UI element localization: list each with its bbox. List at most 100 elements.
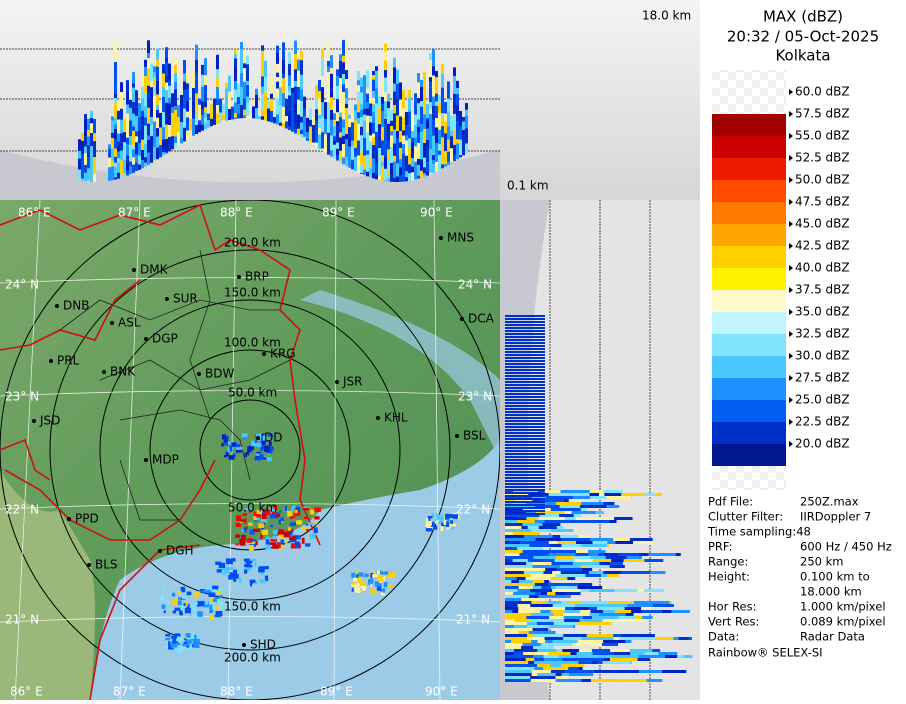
echo xyxy=(396,84,399,99)
echo xyxy=(210,104,213,119)
echo xyxy=(300,123,303,130)
echo xyxy=(345,70,348,79)
echo xyxy=(505,619,514,622)
echo xyxy=(539,517,565,520)
echo xyxy=(236,523,241,527)
echo xyxy=(535,520,545,523)
echo xyxy=(384,141,387,156)
echo xyxy=(198,120,201,124)
echo xyxy=(387,178,390,182)
echo xyxy=(87,150,90,157)
echo xyxy=(579,670,585,673)
echo xyxy=(441,155,444,164)
echo xyxy=(327,67,330,73)
city-dot xyxy=(376,416,380,420)
echo xyxy=(314,508,321,512)
echo xyxy=(120,161,123,175)
city-dot xyxy=(49,359,53,363)
echo xyxy=(369,103,372,116)
echo xyxy=(297,100,300,115)
echo xyxy=(552,589,579,592)
longitude-label: 87° E xyxy=(118,206,151,220)
echo xyxy=(615,541,633,544)
echo xyxy=(580,571,589,574)
echo xyxy=(195,73,198,78)
echo xyxy=(266,539,270,544)
echo xyxy=(345,104,348,108)
echo xyxy=(192,88,195,102)
echo xyxy=(327,103,330,116)
echo xyxy=(234,67,237,82)
echo xyxy=(551,586,556,589)
echo xyxy=(198,601,205,607)
echo xyxy=(426,518,428,522)
city-dot xyxy=(197,372,201,376)
echo xyxy=(453,67,456,76)
echo xyxy=(150,109,153,118)
echo xyxy=(162,64,165,73)
echo xyxy=(505,360,545,362)
echo xyxy=(605,604,628,607)
echo xyxy=(141,98,144,111)
city-dot xyxy=(87,563,91,567)
echo xyxy=(222,572,226,574)
longitude-label: 87° E xyxy=(113,685,146,699)
echo xyxy=(423,129,426,143)
echo xyxy=(505,336,545,338)
echo xyxy=(253,516,256,520)
echo xyxy=(144,67,147,76)
echo xyxy=(270,514,276,518)
echo xyxy=(381,167,384,181)
echo xyxy=(625,607,642,610)
echo xyxy=(598,553,603,556)
echo xyxy=(348,151,351,162)
echo xyxy=(599,493,604,496)
echo xyxy=(390,131,393,135)
echo xyxy=(216,87,219,99)
echo xyxy=(545,640,553,643)
echo xyxy=(129,100,132,108)
echo xyxy=(285,116,288,121)
echo xyxy=(539,604,553,607)
echo xyxy=(577,586,602,589)
echo xyxy=(505,492,545,494)
echo xyxy=(399,142,402,148)
echo xyxy=(161,595,164,600)
echo xyxy=(505,426,545,428)
city-dot xyxy=(460,317,464,321)
echo xyxy=(505,393,545,395)
echo xyxy=(183,109,186,114)
echo xyxy=(523,550,552,553)
echo xyxy=(569,673,593,676)
echo xyxy=(201,115,204,125)
echo xyxy=(505,381,545,383)
echo xyxy=(384,43,387,51)
echo xyxy=(505,553,519,556)
echo xyxy=(321,87,324,102)
city-dot xyxy=(455,434,459,438)
echo xyxy=(265,566,269,569)
city-label: SHD xyxy=(250,638,276,652)
echo xyxy=(360,110,363,118)
echo xyxy=(554,613,563,616)
echo xyxy=(672,610,690,613)
echo xyxy=(387,585,392,588)
echo xyxy=(601,538,613,541)
echo xyxy=(549,652,571,655)
echo xyxy=(505,510,545,512)
info-value: 1.000 km/pixel xyxy=(800,600,886,614)
echo xyxy=(619,616,635,619)
echo xyxy=(459,140,462,156)
echo xyxy=(526,577,551,580)
echo xyxy=(222,120,225,121)
echo xyxy=(505,369,545,371)
echo xyxy=(333,145,336,159)
echo xyxy=(111,148,114,160)
echo xyxy=(655,637,673,640)
echo xyxy=(330,136,333,151)
echo xyxy=(568,667,578,670)
echo xyxy=(235,534,240,537)
echo xyxy=(450,116,453,131)
echo xyxy=(342,128,345,136)
echo xyxy=(114,62,117,78)
